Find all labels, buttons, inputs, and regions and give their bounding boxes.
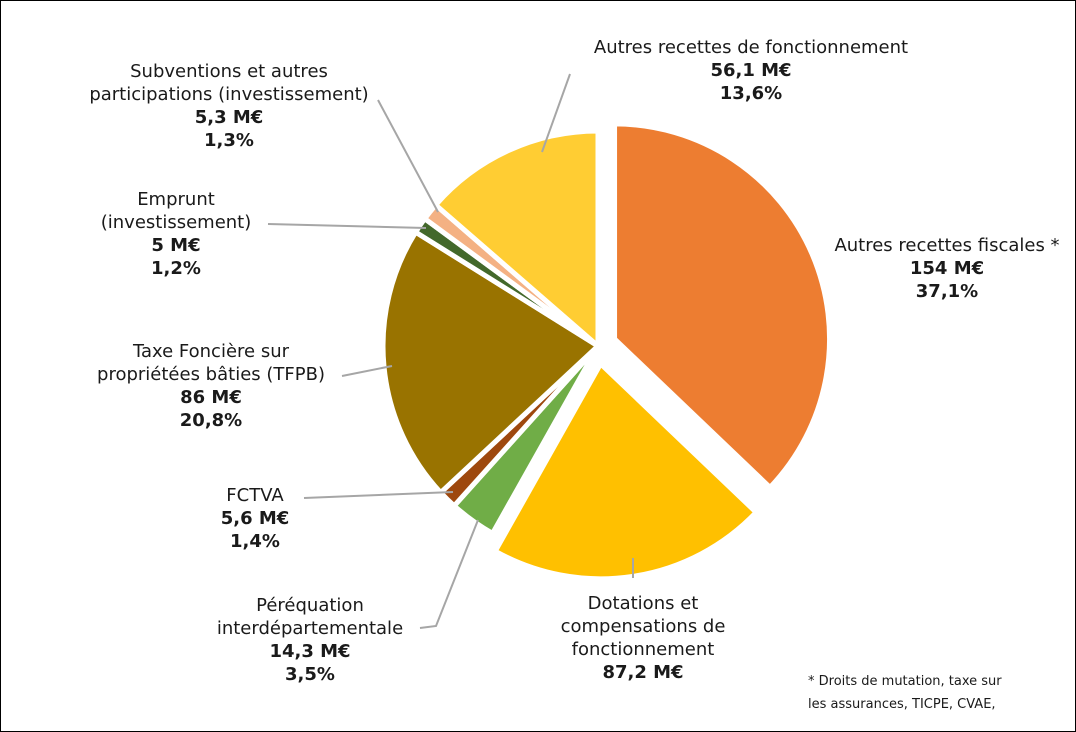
footnote-line-1: * Droits de mutation, taxe sur — [808, 674, 1002, 689]
leader-line-4 — [303, 491, 454, 499]
label-subventions: Subventions et autres participations (in… — [89, 61, 369, 151]
label-perequation: Péréquation interdépartementale 14,3 M€ … — [216, 595, 404, 685]
label-autres-recettes-fiscales: Autres recettes fiscales * 154 M€ 37,1% — [834, 235, 1060, 302]
label-tfpb: Taxe Foncière sur propriétées bâties (TF… — [97, 341, 325, 431]
leader-line-1 — [377, 99, 439, 213]
pie-slices — [380, 121, 833, 582]
pie-slice-7 — [433, 128, 601, 349]
label-fctva: FCTVA 5,6 M€ 1,4% — [220, 485, 290, 552]
footnote: * Droits de mutation, taxe sur les assur… — [808, 670, 1002, 716]
leader-line-5 — [419, 519, 479, 629]
leader-line-0 — [541, 73, 571, 153]
leader-line-3 — [341, 365, 393, 377]
label-dotations: Dotations et compensations de fonctionne… — [560, 593, 726, 683]
pie-slice-0 — [612, 121, 833, 490]
label-autres-recettes-fonctionnement: Autres recettes de fonctionnement 56,1 M… — [593, 37, 909, 104]
leader-lines — [267, 73, 634, 629]
leader-line-2 — [267, 223, 427, 229]
footnote-line-2: les assurances, TICPE, CVAE, — [808, 697, 996, 712]
label-emprunt: Emprunt (investissement) 5 M€ 1,2% — [100, 189, 252, 279]
